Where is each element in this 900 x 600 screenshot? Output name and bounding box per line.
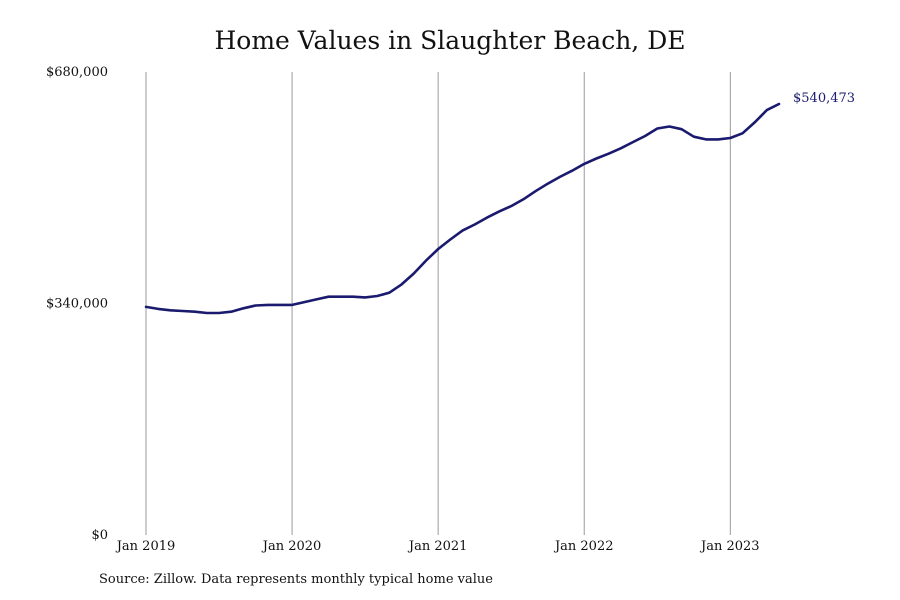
chart-title: Home Values in Slaughter Beach, DE (214, 26, 686, 55)
end-value-label: $540,473 (793, 91, 855, 106)
y-tick-label: $680,000 (46, 65, 108, 80)
x-tick-label: Jan 2022 (553, 539, 614, 554)
y-tick-label: $0 (91, 528, 108, 543)
y-tick-label: $340,000 (46, 297, 108, 312)
x-tick-label: Jan 2019 (115, 539, 176, 554)
x-tick-label: Jan 2021 (407, 539, 468, 554)
x-tick-label: Jan 2023 (699, 539, 760, 554)
source-note: Source: Zillow. Data represents monthly … (99, 572, 493, 587)
x-tick-label: Jan 2020 (261, 539, 322, 554)
series-line (144, 102, 781, 315)
